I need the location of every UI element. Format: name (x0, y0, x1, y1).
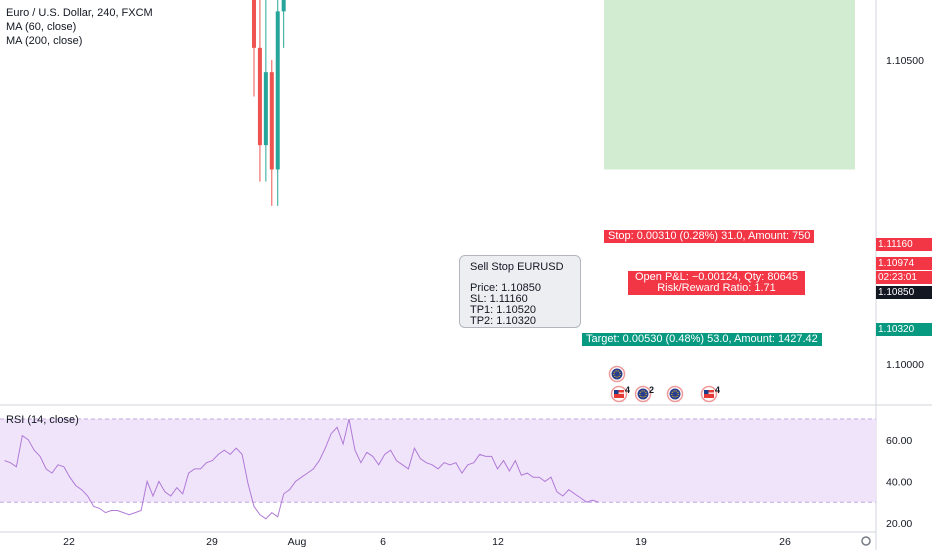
ma60-legend: MA (60, close) (6, 21, 77, 33)
pnl-tag[interactable]: Open P&L: −0.00124, Qty: 80645 Risk/Rewa… (628, 271, 805, 295)
event-count-badge: 4 (625, 385, 630, 395)
bar-countdown: 02:23:01 (876, 271, 932, 284)
order-callout[interactable]: Sell Stop EURUSD Price: 1.10850 SL: 1.11… (459, 255, 581, 328)
time-tick-label: Aug (288, 536, 307, 548)
stop-price-label: 1.11160 (876, 238, 932, 251)
rsi-tick-label: 60.00 (886, 435, 912, 447)
order-stop-loss: SL: 1.11160 (470, 293, 528, 305)
economic-events[interactable]: 4 2 4 (608, 365, 721, 403)
candle (269, 60, 274, 206)
us-flag-icon[interactable]: 4 (610, 385, 631, 403)
time-tick-label: 6 (380, 536, 386, 548)
eu-stars (639, 390, 647, 398)
eu-flag-icon[interactable] (666, 385, 684, 403)
eu-stars (613, 370, 621, 378)
rsi-band (0, 419, 876, 503)
stop-tag[interactable]: Stop: 0.00310 (0.28%) 31.0, Amount: 750 (604, 230, 815, 243)
candle-body (263, 72, 268, 146)
ma200-legend: MA (200, close) (6, 35, 83, 47)
event-count-badge: 4 (715, 385, 720, 395)
us-flag-stripe (704, 392, 714, 394)
eu-flag-disc (669, 388, 681, 400)
candle (281, 0, 286, 48)
candle-body (251, 0, 256, 48)
target-price-label: 1.10320 (876, 323, 932, 336)
event-count-badge: 2 (649, 385, 654, 395)
us-flag-canton (614, 390, 619, 394)
rsi-tick-label: 40.00 (886, 476, 912, 488)
candlestick-series (251, 0, 286, 206)
price-tick-label: 1.10500 (886, 55, 924, 67)
current-price-label: 1.10974 (876, 257, 932, 270)
gear-icon[interactable] (861, 536, 871, 546)
candle (275, 0, 280, 206)
candle-body (257, 47, 262, 146)
candle (257, 0, 262, 182)
time-tick-label: 19 (635, 536, 647, 548)
pnl-text: Open P&L: −0.00124, Qty: 80645 (635, 271, 798, 283)
candle (251, 0, 256, 97)
eu-stars (671, 390, 679, 398)
order-price: Price: 1.10850 (470, 282, 541, 294)
candle (263, 0, 268, 182)
time-tick-label: 29 (206, 536, 218, 548)
target-tag[interactable]: Target: 0.00530 (0.48%) 53.0, Amount: 14… (582, 333, 822, 346)
entry-price-label: 1.10850 (876, 286, 932, 299)
eu-flag-icon[interactable]: 2 (634, 385, 655, 403)
eu-flag-disc (637, 388, 649, 400)
us-flag-stripe (614, 392, 624, 394)
us-flag-stripes (704, 390, 714, 398)
time-tick-label: 12 (492, 536, 504, 548)
rsi-pane (0, 418, 876, 520)
us-flag-stripes (614, 390, 624, 398)
eu-flag-disc (611, 368, 623, 380)
price-tick-label: 1.10000 (886, 359, 924, 371)
candle-body (269, 72, 274, 170)
take-profit-zone[interactable] (604, 0, 855, 170)
candle-body (275, 11, 280, 170)
axes: 1.135001.130001.125001.120001.115001.110… (63, 55, 924, 548)
eu-flag-icon[interactable] (608, 365, 626, 383)
time-tick-label: 26 (779, 536, 791, 548)
order-tp2: TP2: 1.10320 (470, 315, 537, 327)
order-title: Sell Stop EURUSD (470, 261, 564, 273)
us-flag-canton (704, 390, 709, 394)
rsi-tick-label: 20.00 (886, 518, 912, 530)
order-tp1: TP1: 1.10520 (470, 304, 537, 316)
candle-body (281, 0, 286, 12)
rsi-line (4, 418, 599, 520)
chart-title: Euro / U.S. Dollar, 240, FXCM (6, 7, 153, 19)
us-flag-icon[interactable]: 4 (700, 385, 721, 403)
time-tick-label: 22 (63, 536, 75, 548)
rsi-legend: RSI (14, close) (6, 414, 79, 426)
risk-reward-text: Risk/Reward Ratio: 1.71 (657, 282, 776, 294)
